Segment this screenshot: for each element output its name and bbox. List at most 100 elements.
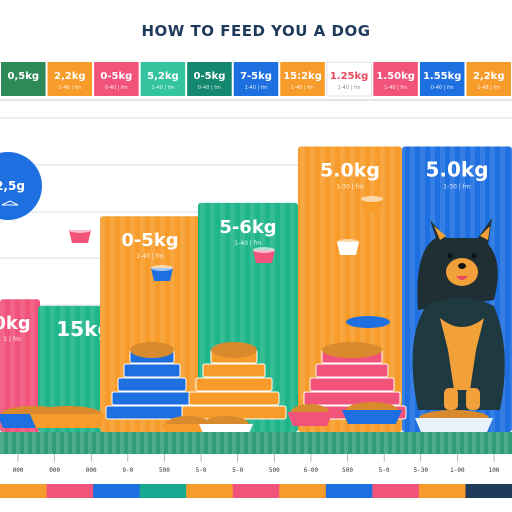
footer-stripe	[80, 432, 84, 454]
footer-stripe	[448, 432, 452, 454]
x-tick-label: 500	[159, 467, 170, 474]
footer-stripe	[336, 432, 340, 454]
bar-sub-label: 1-30 | fm	[443, 183, 471, 190]
header-tab-sub: 1-48 | fm	[477, 85, 500, 91]
bottom-strip-segment	[418, 484, 467, 498]
pyramid-step	[111, 391, 193, 406]
mini-bowl	[69, 227, 91, 243]
footer-stripe	[464, 432, 468, 454]
footer-stripe	[288, 432, 292, 454]
footer-stripe	[304, 432, 308, 454]
kibble-pile	[130, 342, 174, 358]
footer-stripe	[496, 432, 500, 454]
footer-stripe	[400, 432, 404, 454]
footer-stripe	[232, 432, 236, 454]
footer-stripe	[384, 432, 388, 454]
x-tick-label: 500	[342, 467, 353, 474]
header-tab	[94, 62, 139, 96]
footer-stripe	[192, 432, 196, 454]
dog-ear-inner	[480, 226, 490, 240]
mini-bowl-body	[69, 230, 91, 243]
footer-stripe	[184, 432, 188, 454]
footer-stripe	[136, 432, 140, 454]
pyramid-step	[123, 363, 181, 378]
footer-stripe	[160, 432, 164, 454]
footer-stripe	[432, 432, 436, 454]
footer-stripe	[224, 432, 228, 454]
header-tab	[47, 62, 93, 96]
header-tab	[326, 61, 372, 97]
dog-chest	[440, 318, 484, 390]
bar-group: 0kg 1 | fm	[0, 299, 40, 432]
footer-stripe	[120, 432, 124, 454]
footer-stripe	[208, 432, 212, 454]
footer-stripe	[56, 432, 60, 454]
footer-stripe	[392, 432, 396, 454]
bottom-strip-segment	[465, 484, 512, 498]
dog	[412, 218, 505, 410]
food-pyramid	[105, 342, 199, 420]
bottom-strip-segment	[93, 484, 141, 498]
footer-stripe	[104, 432, 108, 454]
footer-stripe	[344, 432, 348, 454]
footer-stripe	[312, 432, 316, 454]
footer-stripe	[280, 432, 284, 454]
mini-bowl-body	[151, 268, 173, 281]
mini-bowl	[253, 247, 275, 263]
bottom-strip-segment	[372, 484, 420, 498]
bottom-strip-segment	[186, 484, 234, 498]
footer-stripe	[144, 432, 148, 454]
x-tick-label: 1-00	[450, 467, 465, 474]
footer-stripe	[472, 432, 476, 454]
bowl-body	[342, 410, 402, 424]
pyramid-step	[303, 391, 401, 406]
bottom-strip-segment	[139, 484, 188, 498]
footer-stripe	[0, 432, 4, 454]
x-tick-label: 000	[86, 467, 97, 474]
footer-stripe	[152, 432, 156, 454]
header-tab-weight: 2,2kg	[473, 71, 505, 82]
x-tick-label: 000	[13, 467, 24, 474]
header-tab-sub: 1-40 | fm	[245, 85, 268, 91]
header-tab-sub: 1-40 | fm	[384, 85, 407, 91]
tick-area	[0, 454, 512, 484]
header-tab-weight: 0-5kg	[100, 71, 132, 82]
bowl-body	[287, 412, 333, 426]
header-tab-weight: 7-5kg	[240, 71, 272, 82]
header-tab-weight: 15:2kg	[283, 71, 322, 82]
x-tick-label: 000	[49, 467, 60, 474]
footer-stripe	[368, 432, 372, 454]
footer-stripe	[360, 432, 364, 454]
footer-stripe	[488, 432, 492, 454]
pyramid-step	[309, 377, 395, 392]
header-tab-weight: 1.25kg	[330, 71, 368, 82]
pyramid-step	[202, 363, 266, 378]
dog-eye	[471, 253, 477, 259]
header-tab-sub: 0-40 | fm	[198, 85, 221, 91]
footer-stripe	[32, 432, 36, 454]
footer-stripe	[480, 432, 484, 454]
bowl-icon	[1, 200, 19, 206]
weight-badge: 2,5g	[0, 152, 42, 220]
x-tick-label: 5-0	[196, 467, 207, 474]
footer-stripe	[416, 432, 420, 454]
footer-stripe	[248, 432, 252, 454]
footer-stripe	[64, 432, 68, 454]
food-bowl	[287, 404, 333, 426]
footer-stripe	[16, 432, 20, 454]
footer-stripe	[272, 432, 276, 454]
footer-stripe	[96, 432, 100, 454]
footer-stripe	[168, 432, 172, 454]
food-bowls	[0, 196, 493, 438]
mini-bowl-body	[337, 242, 359, 255]
bottom-strip-segment	[232, 484, 281, 498]
mini-bowl	[151, 265, 173, 281]
footer-stripe	[200, 432, 204, 454]
bar-sub-label: 1-40 | fm	[136, 253, 164, 260]
footer-stripe	[456, 432, 460, 454]
bottom-strip-segment	[46, 484, 95, 498]
x-tick-label: 5-30	[414, 467, 429, 474]
bowl-body	[415, 418, 493, 432]
header-tab-sub: 0-40 | fm	[105, 85, 128, 91]
x-tick-label: 500	[269, 467, 280, 474]
